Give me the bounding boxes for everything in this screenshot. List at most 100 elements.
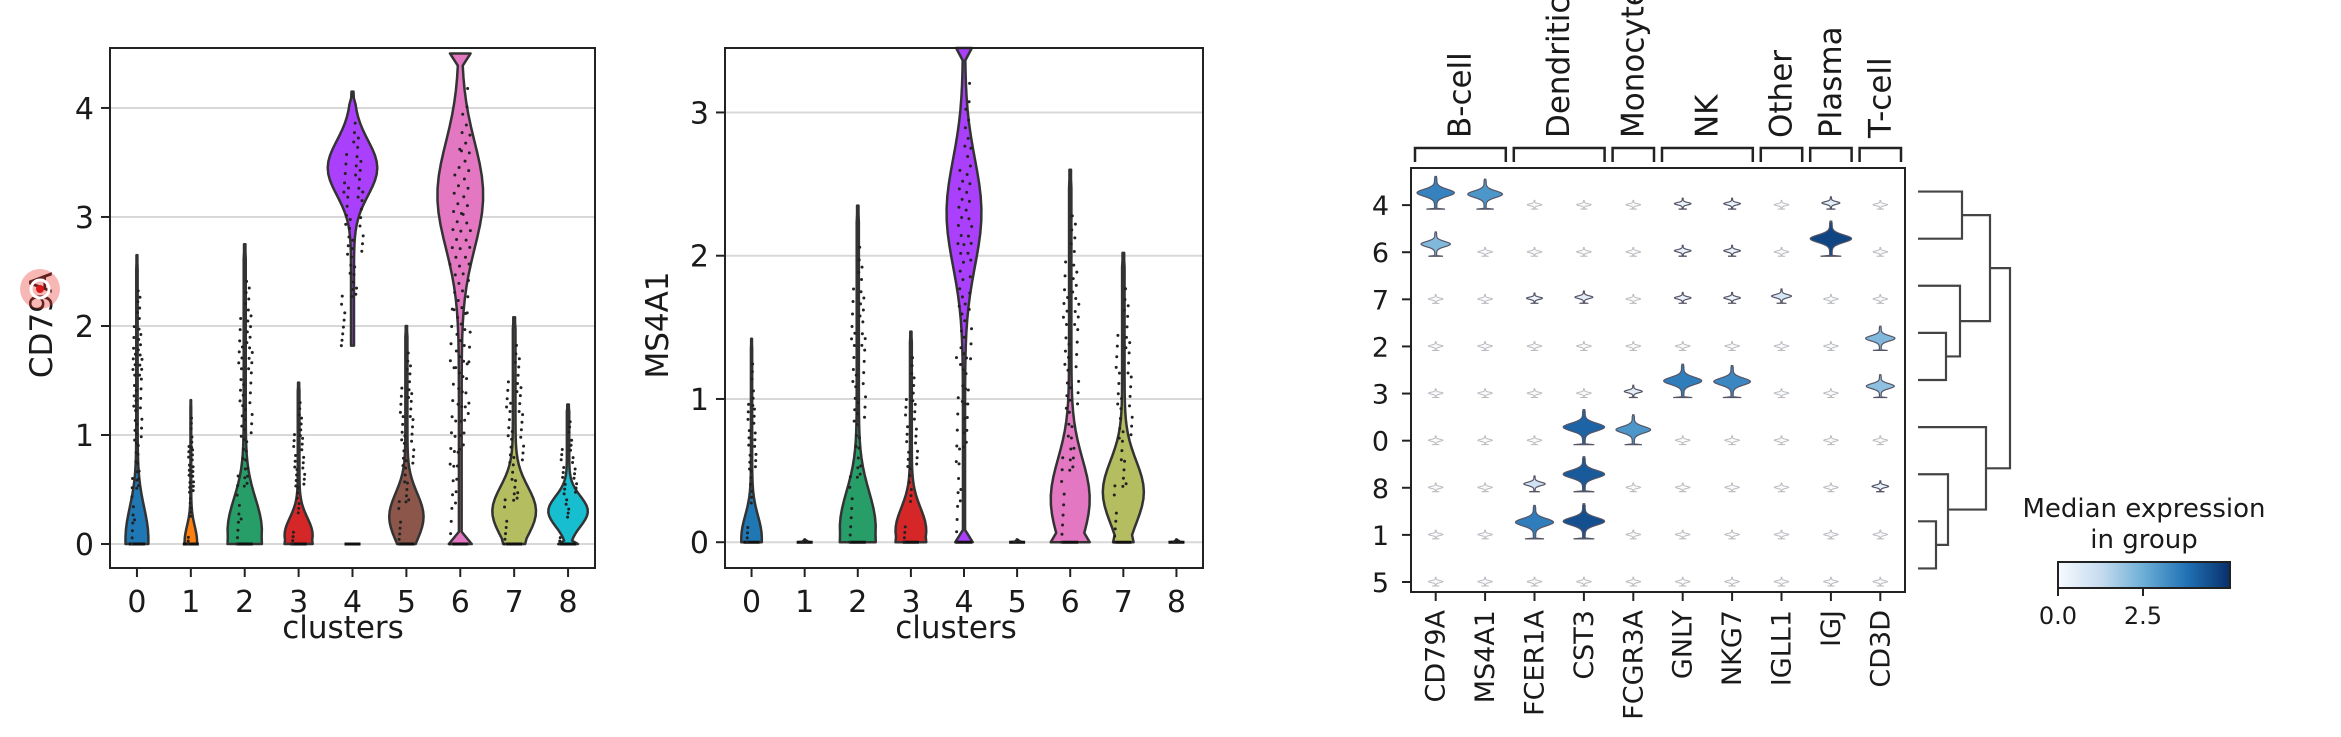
p1-jitter-point (130, 529, 134, 533)
p1-jitter-point (516, 382, 520, 386)
p1-jitter-point (237, 350, 241, 354)
sv-violin (1674, 435, 1691, 446)
sv-violin (1477, 388, 1494, 399)
p2-xtick-label: 5 (1008, 585, 1027, 620)
p1-jitter-point (345, 204, 349, 208)
sv-violin (1615, 414, 1652, 446)
p2-jitter-point (956, 504, 960, 508)
p1-jitter-point (187, 473, 191, 477)
p2-jitter-point (750, 495, 754, 499)
p1-jitter-point (239, 434, 243, 438)
p2-jitter-point (853, 396, 857, 400)
p1-jitter-point (507, 418, 511, 422)
p2-jitter-point (1128, 404, 1132, 408)
p2-jitter-point (850, 497, 854, 501)
p2-jitter-point (964, 440, 968, 444)
p1-xtick-label: 3 (289, 585, 308, 620)
p1-jitter-point (139, 332, 143, 336)
p1-jitter-point (189, 421, 193, 425)
sv-violin (1416, 175, 1456, 210)
p1-jitter-point (458, 264, 462, 268)
p1-jitter-point (563, 482, 567, 486)
p2-jitter-point (805, 539, 809, 543)
p1-jitter-point (452, 449, 456, 453)
p2-jitter-point (1072, 446, 1076, 450)
sv-violin (1477, 576, 1494, 587)
p1-jitter-point (463, 418, 467, 422)
p2-jitter-point (960, 216, 964, 220)
sv-violin (1724, 435, 1741, 446)
sv-violin (1723, 291, 1742, 304)
p2-jitter-point (1130, 424, 1134, 428)
p1-jitter-point (457, 387, 461, 391)
p2-jitter-point (857, 446, 861, 450)
p1-jitter-point (409, 407, 413, 411)
p2-jitter-point (956, 491, 960, 495)
p2-xtick-label: 8 (1167, 585, 1186, 620)
p2-jitter-point (849, 516, 853, 520)
p1-jitter-point (467, 151, 471, 155)
p1-jitter-point (410, 432, 414, 436)
p2-jitter-point (747, 436, 751, 440)
p1-jitter-point (404, 500, 408, 504)
p1-jitter-point (249, 381, 253, 385)
p1-jitter-point (448, 359, 452, 363)
p1-jitter-point (236, 484, 240, 488)
p1-jitter-point (191, 489, 195, 493)
p2-jitter-point (963, 402, 967, 406)
sv-group-label: Monocyte (1615, 0, 1651, 138)
p2-jitter-point (1073, 322, 1077, 326)
p1-jitter-point (301, 461, 305, 465)
p1-jitter-point (454, 255, 458, 259)
p2-jitter-point (1064, 336, 1068, 340)
p2-jitter-point (851, 379, 855, 383)
p2-jitter-point (956, 396, 960, 400)
p2-jitter-point (1128, 394, 1132, 398)
p1-jitter-point (568, 420, 572, 424)
p2-jitter-point (1116, 333, 1120, 337)
sv-row-label: 2 (1372, 332, 1389, 363)
p2-jitter-point (1062, 492, 1066, 496)
p2-jitter-point (754, 459, 758, 463)
p2-jitter-point (745, 536, 749, 540)
p1-jitter-point (464, 123, 468, 127)
p1-jitter-point (294, 454, 298, 458)
p1-jitter-point (341, 332, 345, 336)
p1-jitter-point (189, 427, 193, 431)
p2-jitter-point (907, 450, 911, 454)
p2-jitter-point (1062, 302, 1066, 306)
p2-jitter-point (908, 474, 912, 478)
p1-ytick-label: 1 (75, 419, 94, 454)
p1-jitter-point (250, 361, 254, 365)
p1-jitter-point (352, 140, 356, 144)
sv-row-label: 7 (1372, 285, 1389, 316)
p1-jitter-point (186, 542, 190, 546)
p1-jitter-point (451, 382, 455, 386)
p2-jitter-point (959, 233, 963, 237)
p1-jitter-point (294, 484, 298, 488)
p2-jitter-point (1074, 296, 1078, 300)
p2-jitter-point (965, 416, 969, 420)
p1-jitter-point (191, 448, 195, 452)
p1-violin (491, 316, 538, 546)
p1-jitter-point (298, 401, 302, 405)
p1-jitter-point (135, 422, 139, 426)
p1-jitter-point (398, 410, 402, 414)
colorbar-title-line1: Median expression (2022, 494, 2265, 524)
p1-jitter-point (563, 487, 567, 491)
sv-gene-label: CD79A (1421, 609, 1452, 702)
p1-jitter-point (138, 295, 142, 299)
p1-jitter-point (236, 528, 240, 532)
p1-jitter-point (509, 401, 513, 405)
p1-jitter-point (134, 441, 138, 445)
sv-gene-label: IGLL1 (1767, 610, 1798, 686)
p1-jitter-point (190, 458, 194, 462)
p2-jitter-point (966, 402, 970, 406)
p1-jitter-point (136, 310, 140, 314)
p2-jitter-point (906, 464, 910, 468)
p2-jitter-point (969, 342, 973, 346)
sv-violin (1724, 576, 1741, 587)
sv-violin (1420, 231, 1452, 257)
p2-jitter-point (964, 208, 968, 212)
p2-jitter-point (907, 480, 911, 484)
